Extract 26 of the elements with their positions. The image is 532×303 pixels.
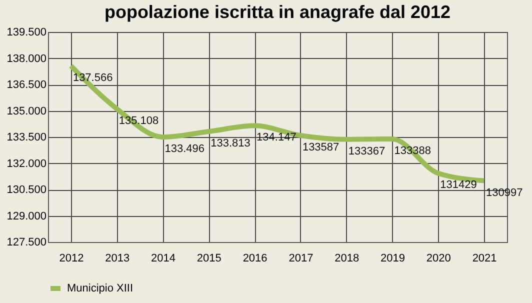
- data-label: 133587: [302, 141, 340, 154]
- data-label: 131429: [440, 179, 477, 192]
- y-tick-label: 138.000: [6, 52, 46, 65]
- data-label: 133.496: [164, 143, 205, 156]
- chart-title: popolazione iscritta in anagrafe dal 2012: [104, 2, 451, 22]
- y-tick-label: 139.500: [6, 26, 46, 38]
- x-tick-label: 2016: [242, 252, 268, 264]
- legend-label: Municipio XIII: [67, 282, 134, 294]
- y-tick-label: 129.000: [6, 210, 46, 222]
- x-tick-label: 2015: [196, 252, 222, 264]
- y-tick-label: 132.000: [6, 158, 46, 170]
- y-tick-label: 130.500: [6, 184, 46, 196]
- data-label: 133.813: [210, 138, 250, 150]
- y-tick-label: 136.500: [6, 79, 46, 91]
- x-tick-label: 2018: [334, 252, 360, 264]
- x-tick-label: 2012: [59, 252, 84, 264]
- x-tick-label: 2019: [380, 252, 405, 264]
- x-tick-label: 2021: [472, 252, 497, 264]
- y-tick-label: 127.500: [6, 236, 46, 248]
- x-tick-label: 2020: [426, 252, 451, 264]
- x-tick-label: 2017: [288, 252, 314, 264]
- y-tick-label: 135.000: [6, 105, 46, 118]
- x-tick-label: 2014: [151, 252, 176, 264]
- y-tick-label: 133.500: [6, 132, 46, 144]
- data-label: 133367: [348, 145, 386, 158]
- x-tick-label: 2013: [105, 252, 130, 264]
